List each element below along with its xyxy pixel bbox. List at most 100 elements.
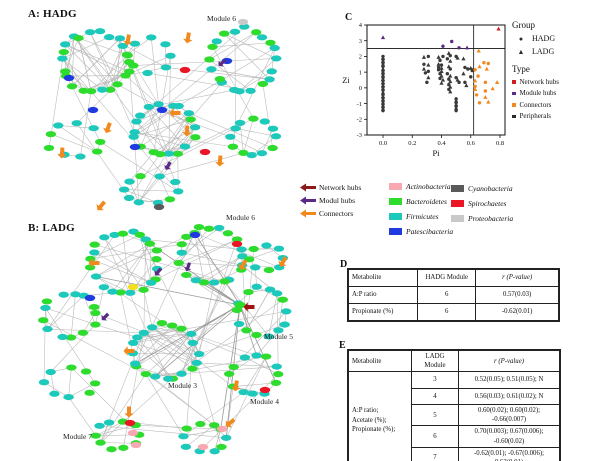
phylum-legend-label: Firmicutes [406, 212, 439, 221]
network-edge [155, 333, 192, 377]
scatter-point-triangle [468, 65, 473, 70]
table-cell: 0.56(0.03); 0.61(0.02); N [458, 387, 560, 406]
network-edge [185, 424, 215, 448]
network-edge [140, 112, 189, 147]
network-node [248, 245, 259, 253]
network-hadg: Module 6 [43, 14, 282, 211]
network-node [117, 230, 129, 237]
table-row: A:P ratio; Acetate (%); Propionate (%); 3 0.… [348, 371, 560, 461]
network-edge [183, 391, 244, 437]
scatter-point-triangle [484, 66, 489, 71]
type-color-swatch [512, 103, 516, 107]
network-node [150, 373, 161, 380]
scatter-point-triangle [477, 64, 482, 69]
scatter-point-triangle [455, 55, 460, 60]
network-node [58, 48, 70, 56]
left-arrow-shape [300, 183, 316, 192]
network-node [143, 103, 155, 111]
network-edge [195, 256, 243, 281]
network-node [277, 296, 289, 303]
phylum-legend-item: Actinobacteria [385, 179, 453, 194]
network-edge [100, 442, 136, 444]
network-node [264, 286, 276, 293]
network-node [216, 443, 227, 451]
legend-type-label: Peripherals [519, 112, 552, 121]
module-label: Module 3 [168, 381, 197, 390]
scatter-point-circle [466, 67, 470, 71]
network-node [165, 52, 176, 59]
scatter-point-circle [447, 77, 451, 81]
network-edge [134, 325, 173, 364]
network-node [209, 448, 220, 455]
network-node [170, 178, 181, 186]
module-hub-arrow [101, 312, 110, 321]
phyla-legend-col1: Actinobacteria Bacteroidetes Firmicutes Pat… [385, 179, 453, 239]
table-row: A:P ratio 6 0.57(0.03) [347, 286, 559, 304]
network-edge [276, 293, 279, 375]
network-node [121, 51, 133, 58]
network-node [49, 390, 60, 397]
network-edge [138, 113, 190, 203]
network-node [250, 264, 261, 271]
legend-type-item: Network hubs [512, 76, 597, 88]
network-edge [47, 234, 115, 330]
network-node [178, 433, 189, 440]
network-node [88, 303, 100, 311]
type-color-swatch [512, 91, 516, 95]
network-edge [62, 58, 103, 90]
connector-hub-arrow [96, 200, 107, 211]
x-tick-label: 0.8 [496, 140, 504, 147]
network-node [218, 30, 230, 37]
scatter-point-triangle [439, 69, 444, 73]
network-node [179, 143, 191, 150]
network-edge [191, 333, 198, 364]
network-node-patescibacteria [84, 294, 96, 302]
network-edge [145, 333, 192, 375]
scatter-point-circle [438, 76, 442, 81]
network-node [114, 35, 126, 42]
hub-legend-label: Connectors [319, 209, 354, 218]
network-edge [82, 312, 96, 333]
y-tick-label: -3 [357, 132, 362, 139]
network-edge [95, 243, 151, 277]
network-edge [234, 31, 236, 129]
connector-hub-arrow [103, 122, 113, 134]
network-node [90, 321, 101, 328]
left-arrow-icon [300, 183, 316, 192]
network-node-cyanobacteria [153, 203, 165, 211]
network-node [66, 364, 77, 371]
network-node [151, 247, 163, 254]
network-node [176, 249, 187, 256]
scatter-point-circle [438, 72, 442, 76]
plot-frame [366, 24, 506, 136]
network-node [231, 307, 243, 314]
network-node [97, 86, 108, 93]
network-edge [73, 36, 118, 85]
phylum-color-swatch [389, 183, 402, 190]
network-node [138, 286, 149, 293]
scatter-point-triangle [446, 64, 451, 69]
network-node [41, 298, 53, 305]
table-cell: A:P ratio [347, 286, 419, 304]
scatter-point-triangle [486, 99, 491, 104]
scatter-point-circle [483, 80, 488, 85]
network-node [187, 339, 198, 347]
network-edge [256, 286, 283, 300]
network-edge [120, 243, 151, 293]
network-node [271, 55, 282, 62]
network-node [267, 144, 278, 152]
network-node-spirochaetes [259, 386, 271, 394]
network-edge [191, 333, 257, 356]
legend-type-label: Module hubs [519, 89, 557, 98]
scatter-point-triangle [461, 56, 466, 61]
network-node [241, 327, 252, 334]
network-edge [50, 133, 98, 152]
network-edge [268, 293, 278, 337]
module-label: Module 5 [264, 332, 293, 341]
network-node [88, 125, 99, 132]
network-edge [209, 32, 257, 60]
scatter-point-triangle [494, 80, 500, 84]
network-ladg: Module 6 Module 5 Module 3 Module 4 Module 7 [38, 213, 293, 455]
legend-group-label: HADG [532, 34, 556, 43]
network-edge [244, 357, 279, 375]
